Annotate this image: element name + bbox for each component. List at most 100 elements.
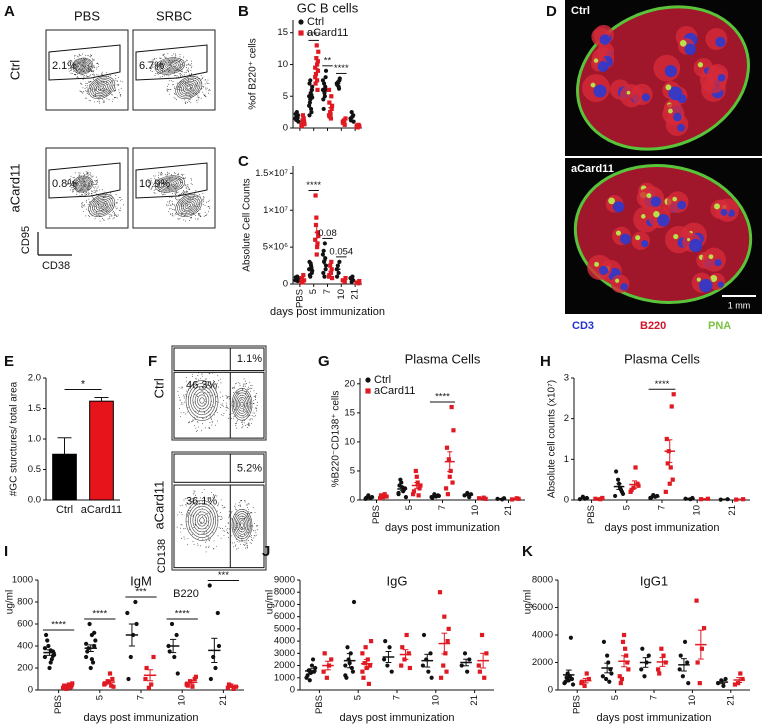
- flow-event: [245, 547, 246, 549]
- flow-event: [242, 539, 244, 541]
- flow-event: [180, 74, 182, 76]
- tcell-zone: [668, 86, 683, 101]
- flow-event: [177, 390, 179, 392]
- point: [322, 241, 327, 246]
- tcell-zone: [650, 196, 662, 207]
- flow-event: [187, 422, 189, 424]
- flow-event: [169, 191, 171, 192]
- flow-event: [227, 396, 229, 397]
- flow-event: [118, 84, 120, 86]
- point: [421, 632, 427, 638]
- flow-event: [86, 173, 88, 175]
- y-axis-label: %B220⁻CD138⁺ cells: [331, 391, 342, 488]
- flow-event: [169, 200, 171, 202]
- flow-event: [82, 74, 84, 76]
- flow-contour: [93, 198, 110, 213]
- tcell-zone: [698, 278, 713, 293]
- flow-event: [246, 390, 247, 392]
- flow-event: [96, 74, 98, 76]
- flow-event: [175, 198, 177, 200]
- point: [378, 493, 384, 498]
- flow-event: [223, 405, 224, 407]
- point: [107, 671, 113, 676]
- tcell-zone: [717, 74, 726, 82]
- gc: [615, 230, 621, 236]
- flow-event: [203, 412, 205, 414]
- flow-event: [183, 394, 185, 396]
- flow-event: [250, 536, 252, 538]
- x-tick-label: 5: [94, 695, 105, 700]
- flow-event: [93, 70, 95, 72]
- flow-event: [178, 386, 180, 388]
- x-tick-label: 21: [469, 695, 480, 706]
- flow-event: [233, 386, 235, 388]
- y-axis-label: ug/ml: [265, 590, 276, 614]
- flow-event: [215, 388, 217, 390]
- flow-event: [244, 501, 246, 503]
- flow-contour: [72, 175, 94, 193]
- follicle: [666, 191, 689, 213]
- flow-event: [182, 71, 183, 73]
- flow-event: [177, 514, 179, 516]
- point: [43, 632, 49, 638]
- flow-event: [250, 543, 252, 544]
- point: [639, 667, 644, 672]
- flow-event: [192, 502, 194, 504]
- flow-event: [179, 217, 181, 219]
- y-tick-label: 0: [28, 685, 33, 696]
- point: [484, 651, 489, 656]
- flow-event: [195, 427, 197, 429]
- flow-event: [247, 388, 249, 390]
- point: [324, 675, 329, 680]
- flow-event: [197, 411, 199, 413]
- flow-event: [119, 80, 121, 82]
- flow-contour: [161, 178, 179, 190]
- flow-event: [190, 177, 192, 179]
- point: [299, 276, 304, 281]
- flow-event: [157, 73, 159, 75]
- flow-event: [190, 380, 192, 382]
- flow-event: [91, 191, 93, 193]
- flow-event: [173, 84, 175, 85]
- flow-event: [98, 63, 100, 65]
- point: [322, 94, 327, 99]
- flow-contour: [238, 520, 246, 531]
- flow-event: [226, 532, 228, 533]
- flow-event: [213, 540, 215, 542]
- flow-event: [86, 199, 88, 201]
- flow-event: [199, 208, 201, 210]
- point: [385, 663, 390, 668]
- flow-event: [216, 510, 218, 512]
- flow-event: [248, 422, 250, 424]
- flow-event: [198, 513, 200, 515]
- flow-event: [154, 177, 156, 179]
- flow-event: [90, 173, 92, 175]
- x-tick-label: PBS: [294, 289, 305, 308]
- flow-event: [200, 430, 202, 432]
- flow-event: [208, 82, 210, 84]
- flow-event: [171, 196, 173, 198]
- flow-event: [190, 102, 192, 104]
- point: [701, 626, 707, 631]
- flow-event: [249, 381, 251, 383]
- flow-event: [207, 92, 209, 94]
- point: [607, 679, 612, 684]
- flow-event: [116, 81, 118, 83]
- point: [476, 663, 481, 668]
- point: [46, 643, 51, 649]
- tcell-zone: [714, 259, 722, 267]
- flow-event: [205, 528, 207, 530]
- flow-event: [174, 171, 176, 173]
- flow-event: [224, 507, 226, 508]
- flow-event: [122, 204, 124, 206]
- point: [462, 651, 468, 656]
- flow-event: [121, 198, 123, 200]
- flow-event: [209, 387, 211, 389]
- flow-event: [211, 492, 212, 493]
- point: [215, 610, 220, 616]
- point: [226, 682, 232, 687]
- flow-event: [194, 214, 196, 216]
- point: [125, 610, 130, 616]
- flow-event: [71, 185, 73, 186]
- flow-event: [181, 173, 183, 175]
